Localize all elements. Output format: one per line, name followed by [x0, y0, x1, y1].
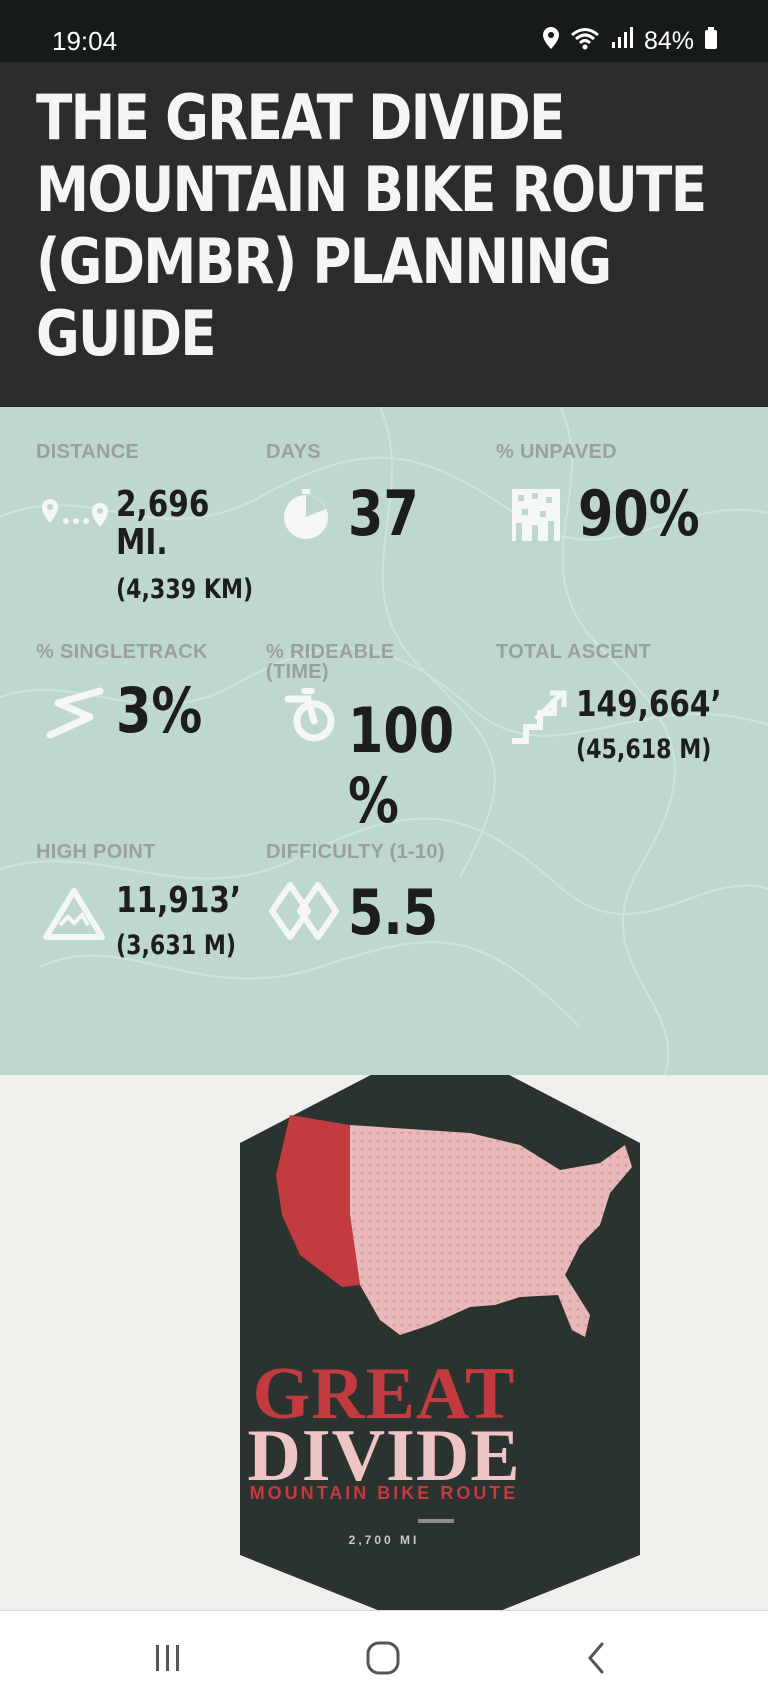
gravel-icon [510, 487, 562, 548]
days-value: 37 [348, 477, 419, 550]
badge-distance: 2,700 MI [348, 1533, 420, 1547]
mountain-icon [42, 885, 106, 946]
badge-title-divide: DIVIDE [247, 1415, 521, 1497]
bike-wheel-icon [282, 687, 338, 748]
difficulty-value: 5.5 [348, 876, 439, 949]
stairs-icon [508, 689, 570, 750]
badge-shape [240, 1075, 640, 1610]
rideable-label-line: (TIME) [266, 661, 329, 683]
rideable-label: % RIDEABLE (TIME) [266, 642, 395, 682]
page-title-line: MOUNTAIN BIKE ROUTE [36, 153, 707, 226]
wifi-icon [570, 26, 600, 57]
trail-icon [44, 685, 106, 746]
distance-km: (4,339 KM) [116, 574, 254, 605]
singletrack-label: % SINGLETRACK [36, 641, 208, 663]
route-stats: DISTANCE 2,696 MI. (4,339 KM) DAYS 37 % … [0, 407, 768, 1075]
system-nav-bar [0, 1610, 768, 1706]
topographic-background [0, 407, 768, 1075]
battery-percent: 84% [643, 26, 694, 55]
recent-apps-icon [156, 1645, 179, 1671]
back-icon [588, 1642, 604, 1674]
ascent-meters: (45,618 M) [576, 734, 712, 765]
difficulty-label: DIFFICULTY (1-10) [266, 841, 445, 863]
double-diamond-icon [268, 881, 340, 946]
unpaved-value: 90% [578, 477, 700, 550]
page-title-line: (GDMBR) PLANNING [36, 225, 612, 298]
badge-title-great: GREAT [252, 1353, 516, 1435]
status-time: 19:04 [52, 26, 118, 56]
high-point-label: HIGH POINT [36, 841, 156, 863]
high-point-meters: (3,631 M) [116, 930, 237, 961]
unpaved-label: % UNPAVED [496, 441, 617, 463]
distance-value: 2,696 [116, 484, 210, 525]
page-title-line: THE GREAT DIVIDE [36, 81, 565, 154]
high-point-value: 11,913’ [116, 880, 242, 921]
page-title-line: GUIDE [36, 297, 217, 370]
badge-subtitle: MOUNTAIN BIKE ROUTE [249, 1483, 519, 1503]
status-bar: 19:04 84% [0, 0, 768, 62]
distance-label: DISTANCE [36, 441, 140, 463]
battery-icon [704, 26, 718, 57]
ascent-label: TOTAL ASCENT [496, 641, 652, 663]
map-pins-icon [40, 497, 112, 542]
back-button[interactable] [566, 1633, 626, 1683]
recent-apps-button[interactable] [138, 1633, 198, 1683]
location-icon [542, 26, 560, 57]
rideable-label-line: % RIDEABLE [266, 641, 395, 663]
status-icons: 84% [542, 26, 718, 56]
ascent-value: 149,664’ [576, 684, 722, 725]
days-label: DAYS [266, 441, 321, 463]
singletrack-value: 3% [116, 674, 203, 747]
distance-unit: MI. [116, 522, 168, 563]
page-title: THE GREAT DIVIDE MOUNTAIN BIKE ROUTE (GD… [36, 81, 707, 370]
rideable-value: 100 [348, 694, 455, 767]
rideable-percent: % [348, 764, 399, 837]
timer-icon [280, 489, 332, 546]
page-header: THE GREAT DIVIDE MOUNTAIN BIKE ROUTE (GD… [0, 62, 768, 407]
signal-icon [610, 26, 634, 57]
route-badge: GREAT DIVIDE MOUNTAIN BIKE ROUTE 2,700 M… [0, 1075, 768, 1610]
usa-map-icon [276, 1115, 632, 1337]
home-icon [366, 1641, 400, 1675]
home-button[interactable] [353, 1633, 413, 1683]
